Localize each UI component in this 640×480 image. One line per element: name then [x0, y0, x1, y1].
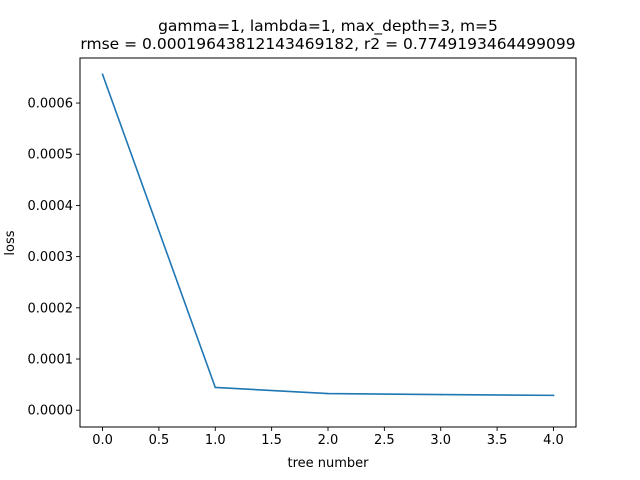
x-axis-label: tree number [287, 456, 369, 471]
x-tick-label: 2.0 [318, 433, 339, 448]
plot-frame [79, 57, 577, 428]
y-tick-label: 0.0001 [28, 353, 74, 368]
data-point [327, 392, 329, 395]
x-tick-label: 3.0 [430, 433, 451, 448]
y-tick-label: 0.0004 [28, 199, 74, 214]
y-tick-label: 0.0005 [28, 148, 74, 163]
y-axis-label: loss [3, 230, 18, 255]
chart-title: gamma=1, lambda=1, max_depth=3, m=5 [158, 17, 498, 36]
x-tick-label: 2.5 [374, 433, 395, 448]
y-tick-label: 0.0000 [28, 404, 74, 419]
y-tick-label: 0.0006 [28, 97, 74, 112]
x-tick-label: 0.0 [92, 433, 113, 448]
y-tick-label: 0.0003 [28, 250, 74, 265]
y-tick-label: 0.0002 [28, 301, 74, 316]
x-tick-label: 0.5 [149, 433, 170, 448]
series-line [101, 73, 555, 397]
data-point [439, 393, 442, 396]
x-tick-label: 1.5 [261, 433, 282, 448]
data-point [214, 386, 217, 389]
x-tick-label: 1.0 [205, 433, 226, 448]
data-point [101, 73, 104, 76]
x-tick-label: 4.0 [543, 433, 564, 448]
data-point [552, 394, 555, 397]
chart-subtitle: rmse = 0.00019643812143469182, r2 = 0.77… [80, 35, 575, 53]
x-tick-label: 3.5 [487, 433, 508, 448]
